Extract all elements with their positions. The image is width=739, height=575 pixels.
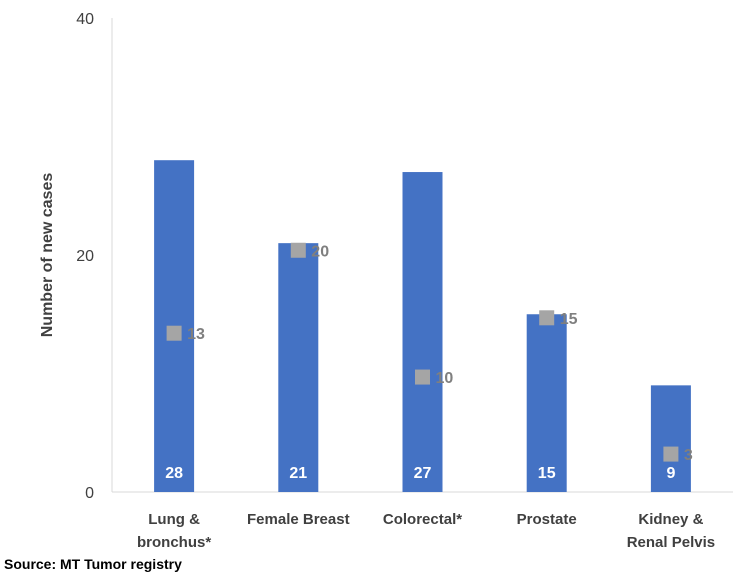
category-label: Renal Pelvis [627, 534, 715, 551]
bar-data-label: 9 [666, 465, 675, 482]
bar-data-label: 27 [414, 465, 432, 482]
data-point [290, 242, 306, 258]
y-tick-label: 40 [76, 11, 94, 28]
data-point [663, 446, 679, 462]
point-data-label: 3 [684, 447, 693, 464]
bar [278, 243, 319, 492]
bar-series [154, 160, 691, 493]
bar-labels: 28 21 27 15 9 [165, 465, 675, 482]
y-axis-title: Number of new cases [39, 173, 56, 338]
category-label: Kidney & [638, 511, 703, 528]
point-data-label: 10 [436, 370, 454, 387]
category-label: Lung & [148, 511, 200, 528]
category-label: Colorectal* [383, 511, 462, 528]
data-point [539, 310, 555, 326]
bar-data-label: 21 [289, 465, 307, 482]
point-data-label: 20 [311, 243, 329, 260]
y-ticks: 0 20 40 [76, 11, 94, 502]
source-note: Source: MT Tumor registry [4, 556, 182, 572]
category-labels: Lung & bronchus* Female Breast Colorectal* P… [137, 511, 715, 551]
y-tick-label: 20 [76, 248, 94, 265]
category-label: Prostate [517, 511, 577, 528]
category-label: Female Breast [247, 511, 350, 528]
bar [650, 385, 691, 492]
y-tick-label: 0 [85, 485, 94, 502]
bar-data-label: 28 [165, 465, 183, 482]
data-point [415, 369, 430, 385]
point-data-label: 15 [560, 311, 578, 328]
bar-data-label: 15 [538, 465, 556, 482]
point-data-label: 13 [187, 326, 205, 343]
category-label: bronchus* [137, 534, 211, 551]
point-labels: 13 20 10 15 3 [187, 243, 693, 464]
data-point [166, 325, 182, 341]
point-series [166, 242, 679, 462]
bar [526, 314, 567, 492]
bar [402, 172, 443, 493]
